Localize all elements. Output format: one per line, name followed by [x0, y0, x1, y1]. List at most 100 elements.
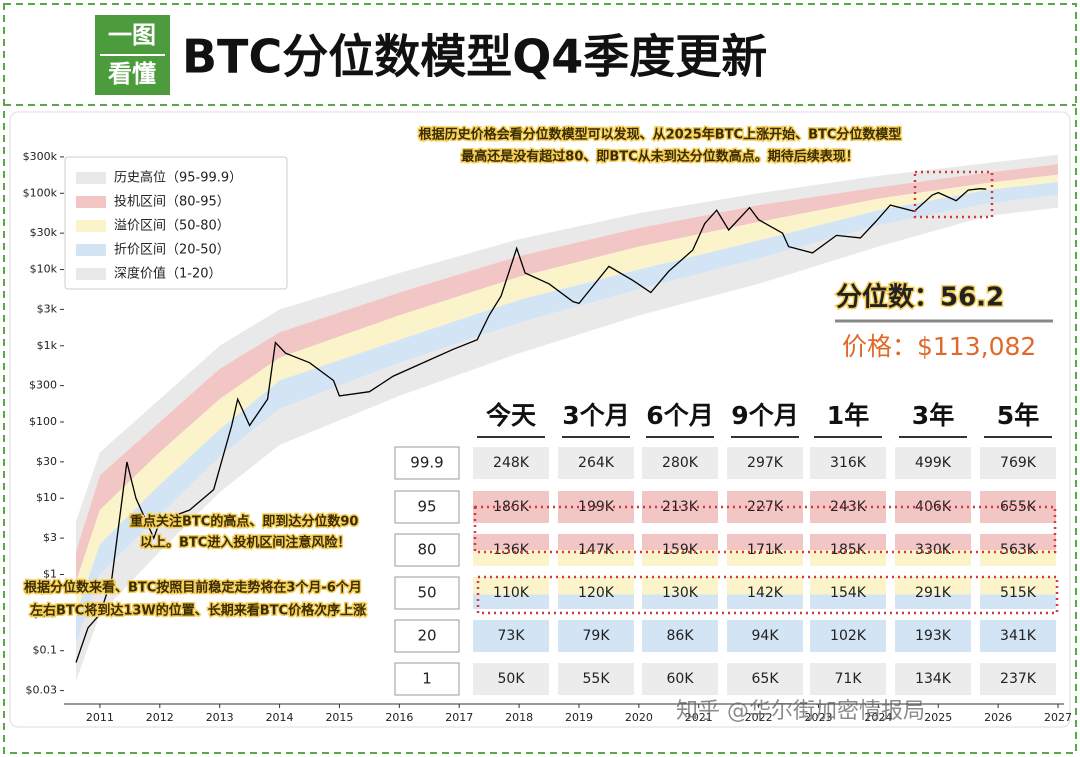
table-cell: [473, 447, 549, 479]
annotation: 重点关注BTC的高点、即到达分位数90: [130, 514, 358, 530]
table-value: 563K: [1000, 542, 1037, 558]
column-header: 1年: [827, 401, 869, 430]
column-header: 9个月: [731, 401, 798, 430]
table-value: 291K: [915, 585, 952, 601]
highlight-box: [473, 505, 1057, 554]
table-value: 316K: [830, 455, 867, 471]
watermark: 知乎 @华尔街加密情报局: [676, 699, 925, 724]
quantile-band: [76, 195, 1058, 682]
table-value: 134K: [915, 671, 952, 687]
table-cell: [558, 447, 634, 479]
y-tick-label: $10k: [30, 263, 58, 276]
quantile-band: [76, 164, 1058, 582]
table-value: 154K: [830, 585, 867, 601]
table-cell: [642, 577, 718, 609]
table-cell: [727, 577, 803, 609]
plot: $0.03 $0.1 $0.3 $1 $3 $10 $30 $100 $300 $1k $3k $10…: [23, 150, 1072, 724]
table-cell: [473, 577, 549, 609]
table-cell: [642, 534, 718, 566]
table-value: 94K: [752, 628, 780, 644]
table-cell: [810, 620, 886, 652]
quantile-label: 20: [417, 627, 436, 645]
y-tick-label: $30k: [30, 226, 58, 239]
annotation: 最高还是没有超过80、即BTC从未到达分位数高点。期待后续表现！: [461, 149, 858, 165]
table-cell: [727, 447, 803, 479]
legend-label: 投机区间（80-95）: [114, 194, 230, 210]
quantile-cell: [394, 446, 460, 480]
table-value: 280K: [662, 455, 699, 471]
quantile-label: 1: [422, 670, 432, 688]
table-value: 60K: [667, 671, 695, 687]
legend-swatch: [76, 172, 106, 184]
column-header: 今天: [486, 401, 536, 430]
quantile-label: 99.9: [410, 454, 443, 472]
table-value: 159K: [662, 542, 699, 558]
table-value: 65K: [752, 671, 780, 687]
x-tick-label: 2017: [445, 711, 473, 724]
logo-text: 看懂: [108, 60, 156, 88]
x-tick-label: 2012: [146, 711, 174, 724]
legend-label: 历史高位（95-99.9）: [114, 170, 242, 186]
legend-swatch: [76, 220, 106, 232]
quantile-value: 分位数：56.2: [836, 282, 1004, 313]
table-value: 227K: [747, 499, 784, 515]
quantile-band: [76, 154, 1058, 552]
x-tick-label: 2026: [984, 711, 1012, 724]
quantile-label: 50: [417, 584, 436, 602]
x-tick-label: 2022: [745, 711, 773, 724]
table-cell: [558, 620, 634, 652]
y-tick-label: $0.03: [26, 684, 58, 697]
y-tick-label: $0.3: [33, 607, 58, 620]
legend-swatch: [76, 196, 106, 208]
y-tick-label: $100: [29, 415, 57, 428]
annotation: 根据历史价格会看分位数模型可以发现、从2025年BTC上涨开始、BTC分位数模型: [419, 127, 902, 143]
table-cell: [727, 663, 803, 695]
legend-swatch: [76, 268, 106, 280]
x-tick-label: 2013: [206, 711, 234, 724]
x-tick-label: 2020: [625, 711, 653, 724]
x-tick-label: 2024: [864, 711, 892, 724]
table-value: 193K: [915, 628, 952, 644]
y-tick-label: $1: [43, 567, 57, 580]
x-tick-label: 2025: [924, 711, 952, 724]
table-value: 406K: [915, 499, 952, 515]
y-tick-label: $0.1: [33, 644, 58, 657]
table-cell: [980, 534, 1056, 566]
annotation: 左右BTC将到达13W的位置、长期来看BTC价格次序上涨: [30, 603, 366, 619]
table-value: 71K: [835, 671, 863, 687]
table-cell: [810, 534, 886, 566]
table-value: 142K: [747, 585, 784, 601]
legend: [64, 156, 288, 290]
table-cell: [980, 663, 1056, 695]
table-cell: [558, 663, 634, 695]
quantile-cell: [394, 662, 460, 696]
table-value: 55K: [583, 671, 611, 687]
table-cell: [642, 663, 718, 695]
y-tick-label: $30: [36, 455, 57, 468]
quantile-label: 95: [417, 498, 436, 516]
table-value: 341K: [1000, 628, 1037, 644]
table-cell: [642, 447, 718, 479]
highlight-box: [476, 575, 1059, 615]
quantile-band: [76, 182, 1058, 645]
y-tick-label: $3: [43, 531, 57, 544]
table-value: 79K: [583, 628, 611, 644]
y-tick-label: $3k: [37, 302, 58, 315]
table-cell: [727, 620, 803, 652]
table-cell: [895, 663, 971, 695]
table-cell: [810, 577, 886, 609]
x-tick-label: 2014: [266, 711, 294, 724]
legend-label: 深度价值（1-20）: [114, 266, 222, 282]
table-cell: [895, 620, 971, 652]
y-tick-label: $100k: [23, 186, 58, 199]
table-value: 130K: [662, 585, 699, 601]
table-cell: [473, 620, 549, 652]
x-tick-label: 2023: [804, 711, 832, 724]
y-tick-label: $1k: [37, 339, 58, 352]
table-value: 330K: [915, 542, 952, 558]
legend-label: 折价区间（20-50）: [114, 243, 230, 258]
page-title: BTC分位数模型Q4季度更新: [182, 30, 767, 84]
table-cell: [980, 620, 1056, 652]
table-value: 171K: [747, 542, 784, 558]
